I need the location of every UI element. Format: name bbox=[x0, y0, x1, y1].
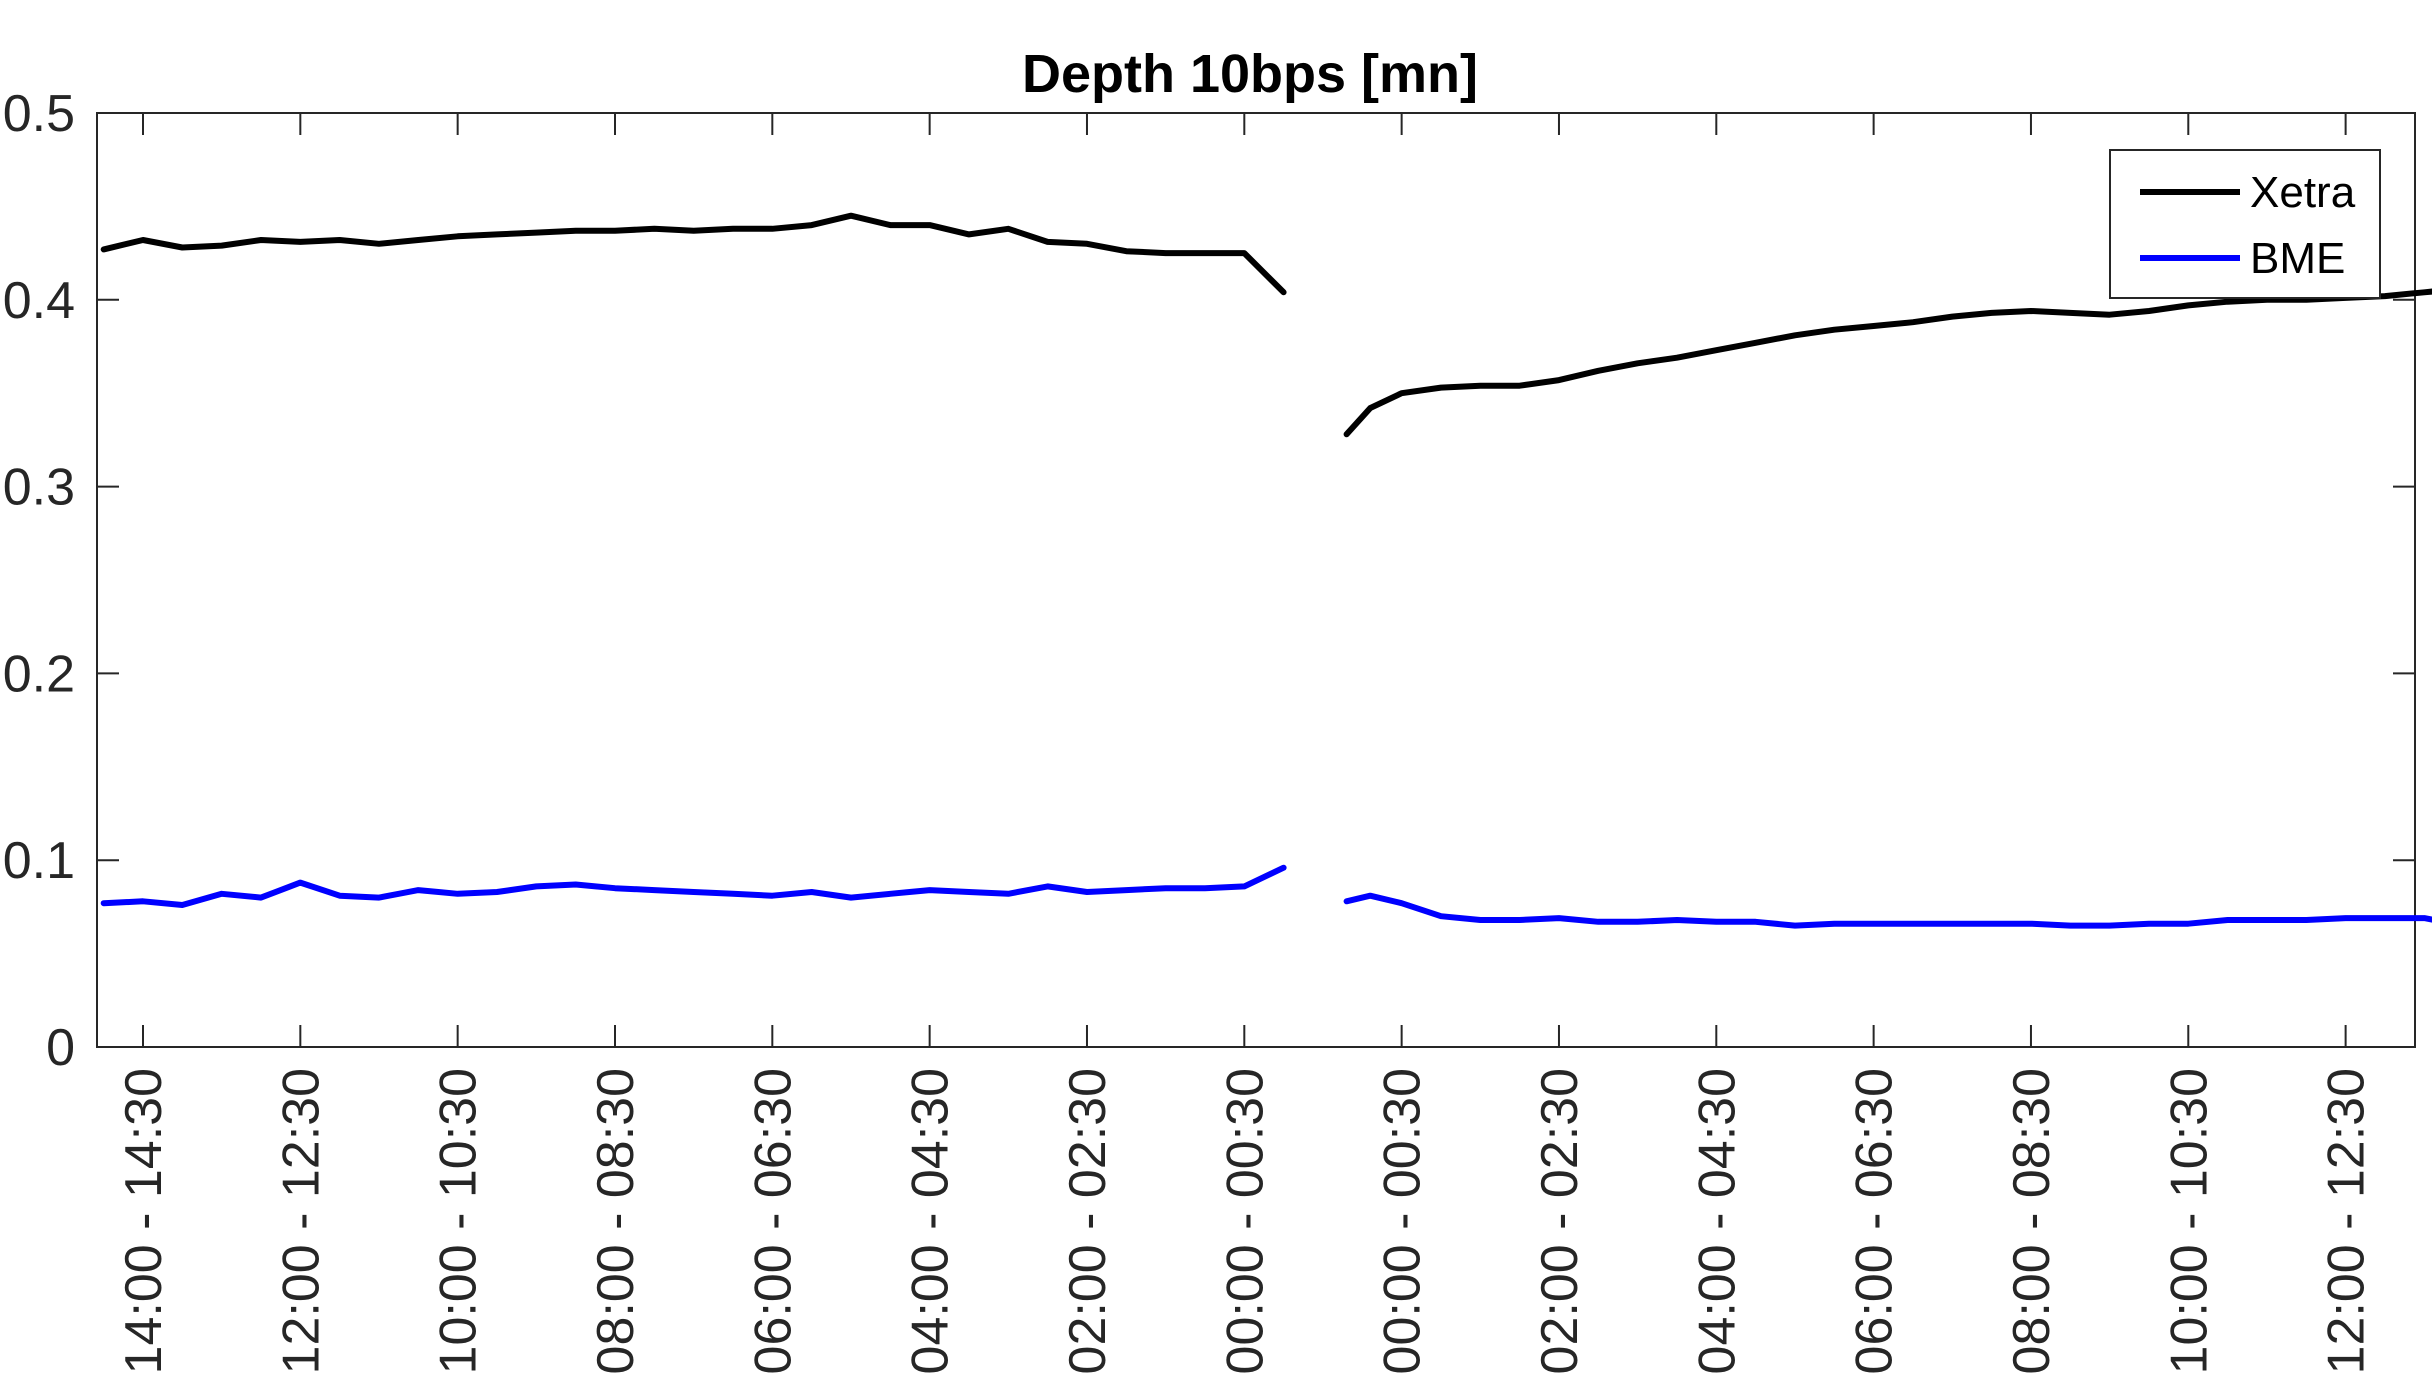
y-tick-label: 0.1 bbox=[3, 832, 75, 890]
x-tick-label: 04:00 - 04:30 bbox=[902, 1068, 960, 1374]
y-tick-label: 0 bbox=[46, 1019, 75, 1077]
x-tick-label: 06:00 - 06:30 bbox=[1846, 1068, 1904, 1374]
x-tick-label: 02:00 - 02:30 bbox=[1059, 1068, 1117, 1374]
x-tick-label: 08:00 - 08:30 bbox=[2003, 1068, 2061, 1374]
y-tick-label: 0.3 bbox=[3, 459, 75, 517]
legend-label-xetra: Xetra bbox=[2250, 168, 2356, 217]
x-tick-label: 14:00 - 14:30 bbox=[115, 1068, 173, 1374]
x-tick-label: 12:00 - 12:30 bbox=[2318, 1068, 2376, 1374]
legend: Xetra BME bbox=[2109, 149, 2381, 299]
series-line-bme-segment-2 bbox=[1343, 892, 2432, 929]
legend-box bbox=[2109, 149, 2381, 299]
legend-label-bme: BME bbox=[2250, 234, 2345, 283]
x-tick-label: 10:00 - 10:30 bbox=[2160, 1068, 2218, 1374]
y-axis: 0 0.1 0.2 0.3 0.4 0.5 bbox=[3, 85, 2415, 1077]
y-tick-label: 0.4 bbox=[3, 272, 75, 330]
series-line-bme-segment-1 bbox=[100, 864, 1287, 908]
chart-title: Depth 10bps [mn] bbox=[1022, 44, 1478, 104]
x-tick-label: 02:00 - 02:30 bbox=[1531, 1068, 1589, 1374]
x-tick-label: 06:00 - 06:30 bbox=[744, 1068, 802, 1374]
y-tick-label: 0.2 bbox=[3, 645, 75, 703]
x-tick-label: 00:00 - 00:30 bbox=[1216, 1068, 1274, 1374]
x-tick-label: 10:00 - 10:30 bbox=[430, 1068, 488, 1374]
plot-area-frame bbox=[96, 112, 2416, 1048]
y-tick-label: 0.5 bbox=[3, 85, 75, 143]
x-tick-label: 08:00 - 08:30 bbox=[587, 1068, 645, 1374]
x-tick-label: 12:00 - 12:30 bbox=[272, 1068, 330, 1374]
series-line-xetra-segment-1 bbox=[100, 212, 1287, 296]
x-axis: 14:00 - 14:30 12:00 - 12:30 10:00 - 10:30 0… bbox=[115, 113, 2376, 1374]
series-lines bbox=[100, 212, 2432, 929]
series-line-xetra-segment-2 bbox=[1343, 288, 2432, 438]
x-tick-label: 04:00 - 04:30 bbox=[1688, 1068, 1746, 1374]
x-tick-label: 00:00 - 00:30 bbox=[1374, 1068, 1432, 1374]
